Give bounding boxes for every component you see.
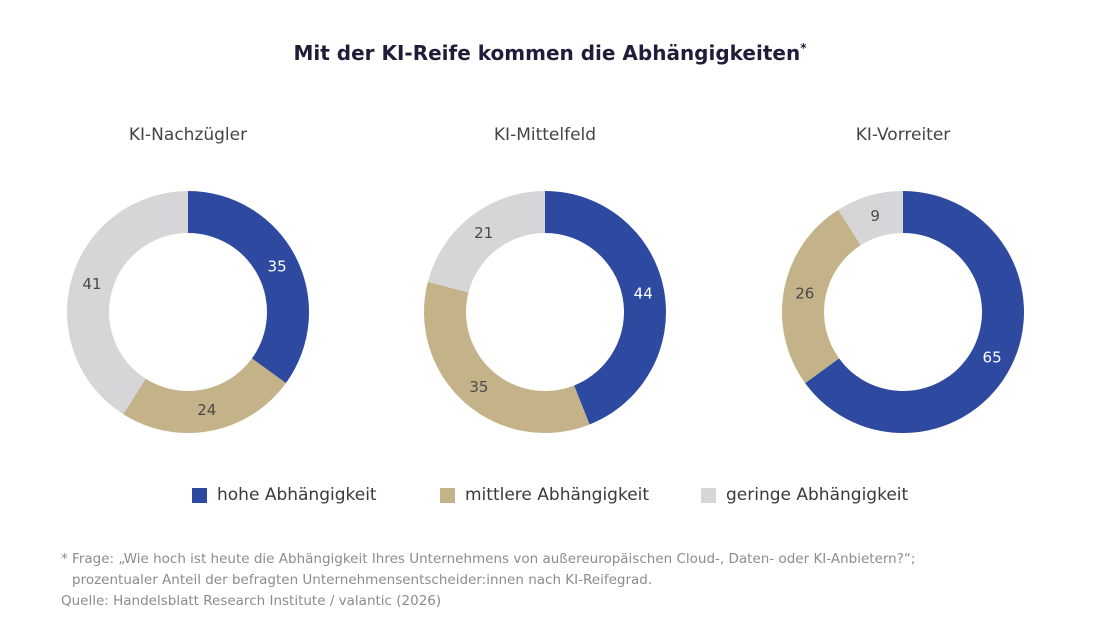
title-footnote-mark: * <box>800 41 807 55</box>
donut-slice-mittlere <box>424 281 590 433</box>
donut-chart-3: KI-Vorreiter 65 26 9 <box>782 125 1024 433</box>
footnote-question: * Frage: „Wie hoch ist heute die Abhängi… <box>61 551 916 567</box>
legend-swatch-low <box>701 487 716 503</box>
footnote-description: prozentualer Anteil der befragten Untern… <box>72 572 653 588</box>
donut-value-label: 65 <box>983 348 1002 366</box>
donut-slice-hohe <box>545 191 667 425</box>
donut-value-label: 9 <box>870 207 880 225</box>
donut-value-label: 35 <box>469 378 488 396</box>
legend-swatch-high <box>192 487 207 503</box>
donut-slice-hohe <box>188 191 309 384</box>
title-text: Mit der KI-Reife kommen die Abhängigkeit… <box>293 41 801 65</box>
chart-title: Mit der KI-Reife kommen die Abhängigkeit… <box>0 41 1100 65</box>
donut-value-label: 35 <box>268 258 287 276</box>
donut-title: KI-Nachzügler <box>129 125 247 145</box>
donut-value-label: 24 <box>197 401 216 419</box>
donut-chart-2: KI-Mittelfeld 44 35 21 <box>424 125 667 433</box>
donut-value-label: 21 <box>474 224 493 242</box>
footnote-source: Quelle: Handelsblatt Research Institute … <box>61 593 442 609</box>
donut-title: KI-Vorreiter <box>856 125 951 145</box>
donut-slice-geringe <box>67 190 188 415</box>
legend-item-high: hohe Abhängigkeit <box>192 485 377 505</box>
legend-label-high: hohe Abhängigkeit <box>217 485 377 505</box>
donut-slice-hohe <box>805 191 1024 433</box>
donut-chart-1: KI-Nachzügler 35 24 41 <box>67 125 309 433</box>
donut-value-label: 41 <box>82 275 101 293</box>
legend-label-medium: mittlere Abhängigkeit <box>465 485 650 505</box>
legend-item-medium: mittlere Abhängigkeit <box>440 485 649 505</box>
donut-title: KI-Mittelfeld <box>494 125 596 145</box>
footnote: * Frage: „Wie hoch ist heute die Abhängi… <box>61 549 915 612</box>
donut-value-label: 44 <box>634 284 653 302</box>
donut-slice-mittlere <box>782 209 861 384</box>
donut-slice-geringe <box>838 190 903 246</box>
legend-item-low: geringe Abhängigkeit <box>701 485 908 505</box>
legend-swatch-medium <box>440 487 455 503</box>
legend: hohe Abhängigkeit mittlere Abhängigkeit … <box>0 485 1100 509</box>
donut-slice-geringe <box>427 191 545 293</box>
donut-value-label: 26 <box>795 284 814 302</box>
donut-slice-mittlere <box>123 358 286 433</box>
legend-label-low: geringe Abhängigkeit <box>726 485 909 505</box>
